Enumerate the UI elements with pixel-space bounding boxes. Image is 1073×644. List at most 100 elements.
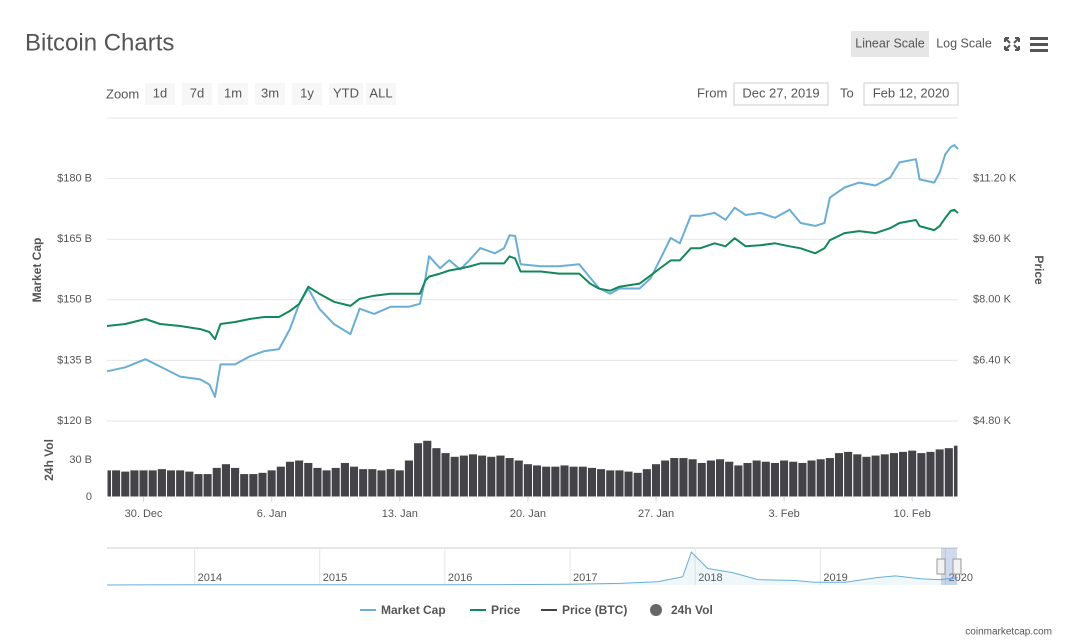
y2-tick-label: $9.60 K <box>973 233 1012 245</box>
vol-bar <box>385 468 396 498</box>
vol-bar <box>660 459 671 498</box>
vol-bar <box>733 464 744 498</box>
zoom-button-label[interactable]: YTD <box>333 85 359 100</box>
vol-bar <box>239 473 250 498</box>
vol-bar <box>724 460 735 498</box>
vol-bar <box>641 468 652 498</box>
zoom-button-label[interactable]: 1y <box>300 85 314 100</box>
vol-bar <box>422 439 433 498</box>
vol-bar <box>211 466 222 498</box>
fullscreen-icon[interactable] <box>1004 37 1020 51</box>
vol-bar <box>678 457 689 498</box>
y2-tick-label: $6.40 K <box>973 354 1012 366</box>
vol-bar <box>852 453 863 498</box>
vol-bar <box>449 455 460 498</box>
vol-bar <box>870 454 881 498</box>
vol-bar <box>156 468 167 498</box>
y-tick-label: $165 B <box>57 233 92 245</box>
vol-bar <box>843 450 854 498</box>
zoom-button[interactable] <box>145 83 175 105</box>
zoom-button-label[interactable]: 1d <box>153 85 167 100</box>
vol-bar <box>907 449 918 498</box>
zoom-button[interactable] <box>218 83 248 105</box>
navigator-handle[interactable] <box>936 558 946 575</box>
zoom-button[interactable] <box>329 83 363 105</box>
navigator-tick-label: 2017 <box>573 572 597 584</box>
vol-bar <box>467 453 479 498</box>
legend-label[interactable]: Market Cap <box>381 603 446 617</box>
vol-bar <box>294 459 305 498</box>
vol-bar <box>522 463 534 498</box>
vol-bar <box>504 457 515 498</box>
y-tick-label: $150 B <box>57 294 92 306</box>
vol-bar <box>312 466 323 498</box>
zoom-button[interactable] <box>366 83 396 105</box>
vol-bar <box>367 468 378 498</box>
vol-bar <box>175 469 186 498</box>
vol-bar <box>202 473 213 498</box>
zoom-button-label[interactable]: 3m <box>261 85 279 100</box>
vol-bar <box>330 466 341 498</box>
zoom-button-label[interactable]: ALL <box>369 85 392 100</box>
vol-bar <box>751 459 762 498</box>
to-date[interactable]: Feb 12, 2020 <box>873 85 950 100</box>
linear-scale-label[interactable]: Linear Scale <box>855 36 925 50</box>
linear-scale-button[interactable] <box>851 31 929 57</box>
zoom-button[interactable] <box>255 83 285 105</box>
vol-bar <box>348 465 360 498</box>
vol-bar <box>888 452 900 498</box>
vol-bar <box>513 459 524 498</box>
vol-bar <box>413 442 424 498</box>
vol-bar <box>106 469 113 498</box>
vol-bar <box>284 460 296 498</box>
vol-bar <box>220 463 232 498</box>
vol-bar <box>586 466 598 498</box>
vol-bar <box>925 450 936 498</box>
y2-axis-title: Price <box>1032 255 1046 285</box>
zoom-button-label[interactable]: 7d <box>190 85 204 100</box>
vol-bar <box>806 459 817 498</box>
vol-bar <box>431 447 442 498</box>
navigator-tick-label: 2015 <box>323 572 347 584</box>
navigator-area <box>107 552 958 585</box>
vol-bar <box>815 458 826 498</box>
vol-bar <box>596 468 607 498</box>
vol-bar <box>193 473 204 498</box>
vol-bar <box>358 468 369 498</box>
legend-label[interactable]: Price <box>491 603 521 617</box>
menu-icon[interactable] <box>1030 37 1048 52</box>
vol-bar <box>943 447 954 498</box>
from-input[interactable] <box>733 82 829 106</box>
vol-bar <box>632 471 643 498</box>
vol-bar <box>184 470 195 498</box>
navigator-selection[interactable] <box>941 548 957 585</box>
vol-bar <box>120 470 131 498</box>
from-label: From <box>697 85 727 100</box>
legend-label[interactable]: 24h Vol <box>671 603 713 617</box>
vol-bar <box>303 461 314 498</box>
to-input[interactable] <box>863 82 959 106</box>
zoom-button[interactable] <box>292 83 322 105</box>
log-scale-label[interactable]: Log Scale <box>936 36 992 50</box>
vol-bar <box>623 470 634 498</box>
vol-bar <box>669 457 680 498</box>
vol-bar <box>742 461 753 498</box>
vol-bar <box>550 465 561 498</box>
vol-bar <box>165 469 177 498</box>
vol-bar <box>934 448 945 498</box>
vol-bar <box>916 452 927 498</box>
vol-bar <box>898 450 909 498</box>
legend-label[interactable]: Price (BTC) <box>562 603 627 617</box>
vol-bar <box>687 458 698 498</box>
vol-bar <box>376 469 387 498</box>
vol-bar <box>486 455 497 498</box>
vol-bar <box>833 452 845 498</box>
vol-bar <box>715 458 726 498</box>
vol-bar <box>696 461 707 498</box>
navigator-handle[interactable] <box>952 558 962 575</box>
zoom-button-label[interactable]: 1m <box>224 85 242 100</box>
vol-bar <box>275 465 286 498</box>
from-date[interactable]: Dec 27, 2019 <box>742 85 819 100</box>
vol-bar <box>605 469 616 498</box>
zoom-button[interactable] <box>182 83 212 105</box>
